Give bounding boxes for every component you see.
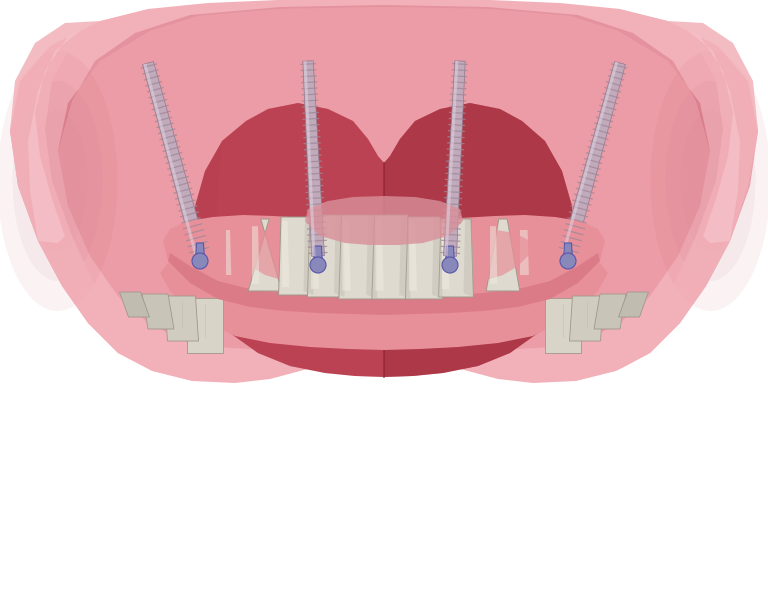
Circle shape	[560, 253, 576, 269]
Polygon shape	[620, 21, 758, 369]
Polygon shape	[366, 215, 377, 299]
Polygon shape	[439, 219, 473, 297]
Polygon shape	[313, 246, 323, 265]
Polygon shape	[570, 296, 604, 341]
Polygon shape	[303, 217, 313, 295]
Polygon shape	[562, 61, 618, 252]
Polygon shape	[235, 223, 533, 294]
Polygon shape	[143, 61, 207, 255]
Polygon shape	[372, 215, 410, 299]
Polygon shape	[221, 224, 250, 284]
Polygon shape	[688, 31, 740, 243]
Polygon shape	[279, 217, 313, 295]
Polygon shape	[163, 215, 605, 315]
Polygon shape	[252, 226, 260, 284]
Ellipse shape	[12, 81, 102, 281]
Polygon shape	[409, 221, 417, 291]
Polygon shape	[307, 215, 345, 297]
Polygon shape	[187, 298, 223, 353]
Polygon shape	[406, 217, 442, 299]
Polygon shape	[192, 103, 575, 377]
Polygon shape	[226, 230, 231, 275]
Polygon shape	[464, 219, 473, 297]
Polygon shape	[58, 7, 710, 349]
Polygon shape	[120, 292, 150, 317]
Polygon shape	[168, 253, 600, 315]
Polygon shape	[443, 61, 465, 256]
Polygon shape	[518, 224, 547, 284]
Polygon shape	[248, 219, 282, 291]
Polygon shape	[445, 61, 458, 256]
Polygon shape	[142, 294, 174, 329]
Ellipse shape	[650, 51, 768, 311]
Polygon shape	[196, 243, 204, 261]
Ellipse shape	[666, 81, 756, 281]
Polygon shape	[164, 296, 198, 341]
Polygon shape	[10, 0, 758, 383]
Polygon shape	[334, 215, 345, 297]
Polygon shape	[445, 246, 455, 265]
Polygon shape	[384, 103, 575, 377]
Polygon shape	[303, 61, 316, 256]
Polygon shape	[28, 31, 80, 243]
Polygon shape	[160, 253, 608, 350]
Polygon shape	[10, 21, 150, 369]
Polygon shape	[343, 219, 351, 291]
Circle shape	[192, 253, 208, 269]
Circle shape	[442, 257, 458, 273]
Ellipse shape	[0, 51, 118, 311]
Polygon shape	[58, 5, 710, 151]
Polygon shape	[376, 219, 384, 291]
Polygon shape	[442, 223, 449, 289]
Polygon shape	[486, 219, 520, 291]
Polygon shape	[490, 226, 498, 284]
Polygon shape	[303, 61, 325, 256]
Polygon shape	[339, 215, 377, 299]
Polygon shape	[282, 221, 290, 287]
Circle shape	[310, 257, 326, 273]
Polygon shape	[305, 196, 463, 245]
Polygon shape	[561, 61, 625, 255]
Polygon shape	[594, 294, 626, 329]
Polygon shape	[520, 230, 529, 275]
Polygon shape	[399, 215, 410, 299]
Polygon shape	[545, 298, 581, 353]
Polygon shape	[564, 243, 572, 261]
Polygon shape	[144, 63, 197, 255]
Polygon shape	[432, 217, 442, 299]
Polygon shape	[311, 219, 319, 289]
Polygon shape	[618, 292, 648, 317]
Polygon shape	[210, 103, 384, 377]
